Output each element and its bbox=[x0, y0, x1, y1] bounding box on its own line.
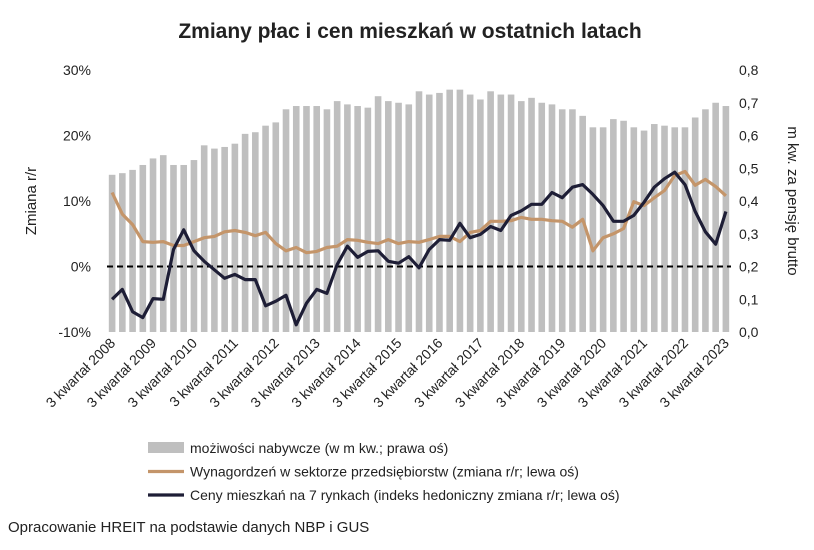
line bbox=[110, 169, 727, 255]
bar bbox=[211, 148, 218, 332]
bar bbox=[569, 109, 576, 332]
bar bbox=[374, 96, 382, 332]
bar bbox=[681, 127, 689, 332]
y2-axis-title: m kw. za pensję brutto bbox=[784, 126, 801, 275]
bar bbox=[507, 94, 515, 332]
bar bbox=[344, 104, 351, 332]
bar bbox=[282, 109, 290, 332]
bar bbox=[262, 125, 269, 332]
bar bbox=[231, 143, 239, 332]
y2-tick-label: 0,1 bbox=[739, 291, 759, 307]
bar bbox=[303, 106, 310, 333]
bar bbox=[333, 101, 341, 332]
bar bbox=[661, 125, 668, 332]
bar bbox=[221, 146, 228, 332]
x-tick-label: 3 kwartał 2008 bbox=[43, 335, 119, 411]
bar bbox=[436, 92, 443, 332]
bar bbox=[159, 155, 167, 332]
chart-title: Zmiany płac i cen mieszkań w ostatnich l… bbox=[178, 20, 641, 43]
line bbox=[110, 170, 728, 327]
bar bbox=[354, 106, 361, 333]
bar bbox=[252, 132, 259, 332]
y2-tick-label: 0,3 bbox=[739, 226, 759, 242]
y-axis-title: Zmiana r/r bbox=[23, 167, 40, 235]
bar bbox=[466, 94, 474, 332]
y2-tick-label: 0,6 bbox=[739, 128, 759, 144]
bar bbox=[446, 89, 453, 333]
source-note: Opracowanie HREIT na podstawie danych NB… bbox=[8, 519, 369, 536]
y2-tick-label: 0,2 bbox=[739, 259, 759, 275]
bar bbox=[364, 107, 372, 332]
y-tick-label: -10% bbox=[58, 324, 91, 340]
bar bbox=[323, 109, 331, 332]
bar bbox=[599, 127, 607, 332]
y2-tick-label: 0,4 bbox=[739, 193, 759, 209]
bar bbox=[292, 106, 300, 333]
bar bbox=[477, 99, 484, 332]
bar bbox=[487, 91, 494, 332]
y-tick-label: 30% bbox=[63, 62, 91, 78]
bar bbox=[180, 164, 188, 332]
y2-tick-label: 0,8 bbox=[739, 62, 759, 78]
bar bbox=[405, 104, 413, 332]
bar bbox=[415, 91, 423, 332]
bar bbox=[722, 106, 730, 333]
bar bbox=[640, 130, 648, 332]
y2-tick-label: 0,5 bbox=[739, 160, 759, 176]
bar bbox=[139, 164, 147, 332]
bar bbox=[108, 174, 116, 332]
bar bbox=[712, 102, 719, 332]
bar bbox=[610, 119, 617, 332]
bar bbox=[528, 97, 535, 333]
bar bbox=[702, 109, 709, 332]
bar bbox=[385, 101, 392, 332]
y-tick-label: 20% bbox=[63, 128, 91, 144]
bar bbox=[149, 158, 157, 332]
legend-label: możiwości nabywcze (w m kw.; prawa oś) bbox=[190, 440, 448, 456]
bar bbox=[425, 94, 433, 332]
bar bbox=[548, 104, 556, 332]
bar bbox=[272, 122, 280, 333]
legend-label: Ceny mieszkań na 7 rynkach (indeks hedon… bbox=[190, 487, 620, 503]
bar bbox=[497, 94, 505, 332]
bar bbox=[691, 117, 699, 332]
y2-tick-label: 0,7 bbox=[739, 95, 759, 111]
bar bbox=[650, 124, 658, 332]
y-tick-label: 0% bbox=[71, 259, 91, 275]
legend-swatch bbox=[148, 442, 184, 453]
bar bbox=[456, 89, 464, 333]
bar bbox=[129, 169, 136, 332]
y-tick-label: 10% bbox=[63, 193, 91, 209]
bar bbox=[313, 106, 321, 333]
bar bbox=[395, 102, 402, 332]
legend-label: Wynagordzeń w sektorze przedsiębiorstw (… bbox=[190, 464, 579, 480]
bar bbox=[119, 173, 126, 332]
bar bbox=[589, 127, 597, 332]
y2-tick-label: 0,0 bbox=[739, 324, 759, 340]
bar bbox=[671, 127, 679, 332]
bar bbox=[630, 127, 638, 332]
bar bbox=[538, 102, 546, 332]
bar bbox=[190, 160, 198, 332]
